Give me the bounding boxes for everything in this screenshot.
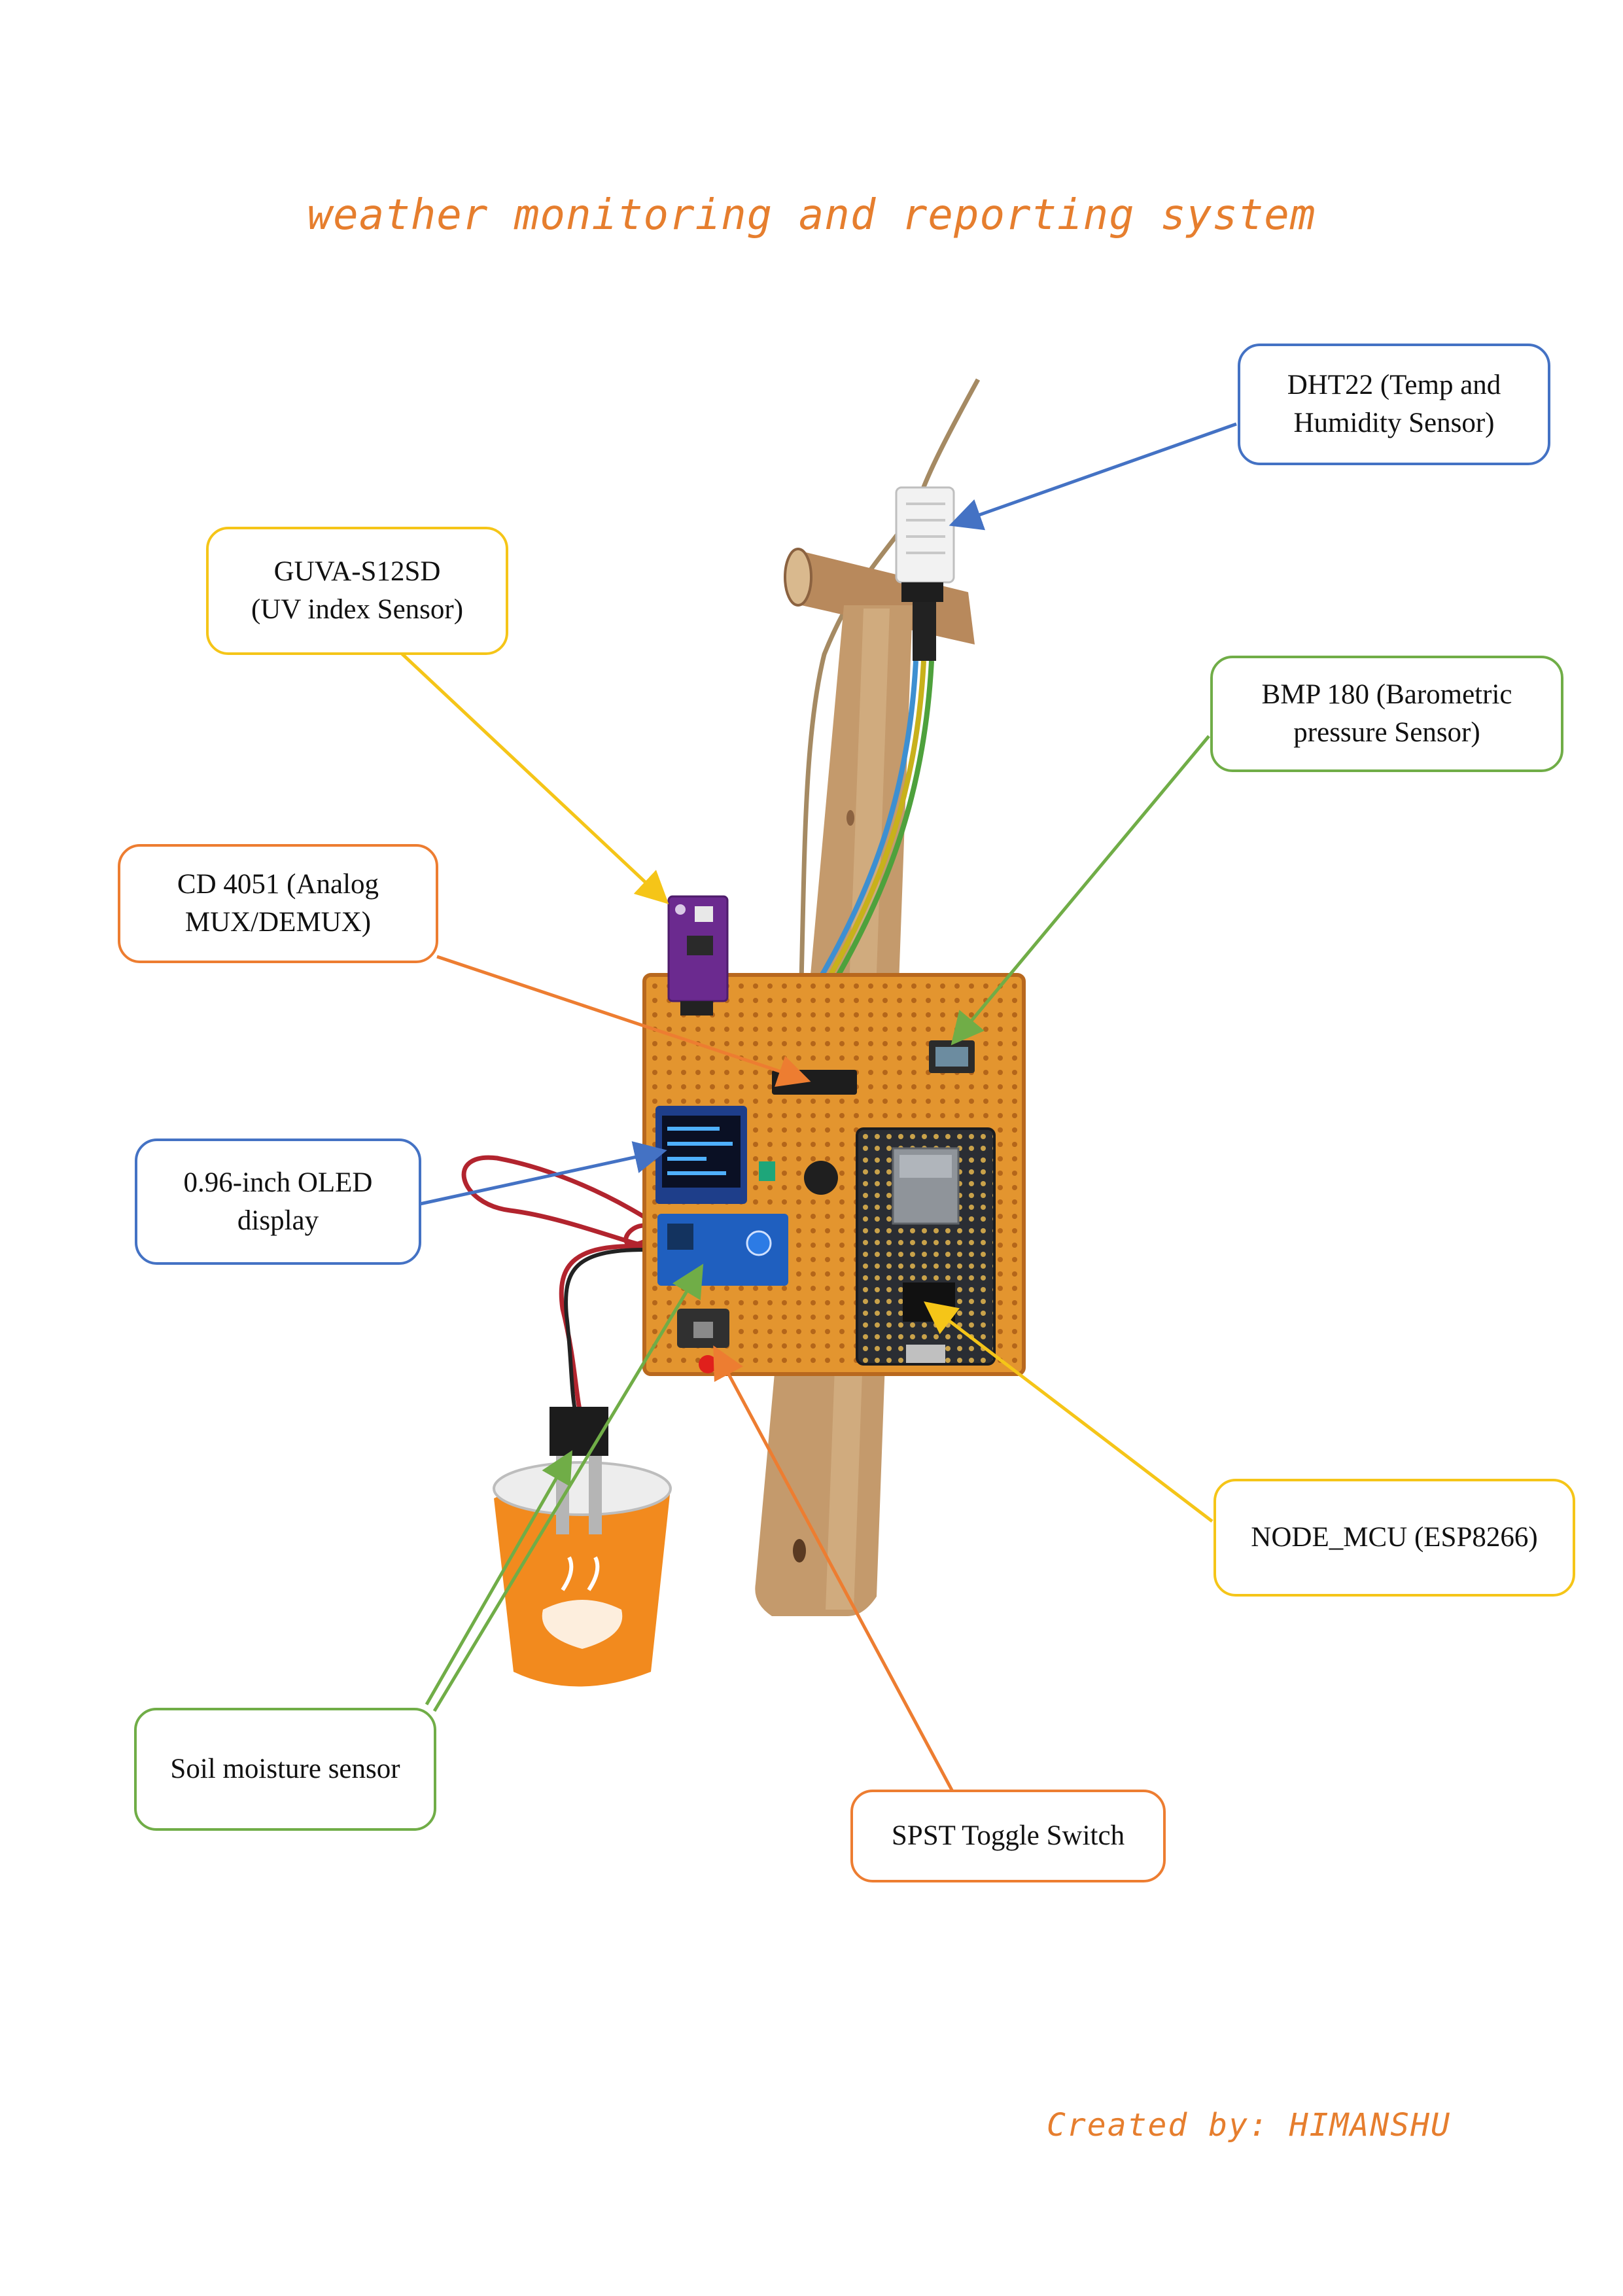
callout-bmp180: BMP 180 (Barometric pressure Sensor) (1210, 656, 1563, 772)
callout-dht22-text: DHT22 (Temp and Humidity Sensor) (1287, 370, 1501, 438)
bmp180-module (929, 1040, 975, 1073)
callout-dht22: DHT22 (Temp and Humidity Sensor) (1238, 344, 1550, 465)
green-component (759, 1161, 775, 1181)
spst-pointer (713, 1345, 957, 1797)
callout-oled-text: 0.96-inch OLED display (183, 1167, 373, 1236)
buzzer (804, 1161, 838, 1195)
nodemcu-pointer (924, 1301, 1213, 1523)
callout-spst-text: SPST Toggle Switch (891, 1820, 1125, 1851)
guva-uv-sensor (667, 895, 729, 1016)
paper-cup (493, 1461, 672, 1687)
callout-nodemcu: NODE_MCU (ESP8266) (1213, 1479, 1575, 1597)
callout-guva: GUVA-S12SD (UV index Sensor) (206, 527, 508, 655)
cd4051-pointer (436, 955, 811, 1087)
callout-bmp180-text: BMP 180 (Barometric pressure Sensor) (1261, 679, 1512, 748)
callout-cd4051: CD 4051 (Analog MUX/DEMUX) (118, 844, 438, 963)
oled-pointer (419, 1141, 667, 1206)
callout-cd4051-text: CD 4051 (Analog MUX/DEMUX) (177, 869, 379, 938)
bmp180-pointer (951, 735, 1210, 1046)
soil-sensor-module (657, 1214, 788, 1286)
soil-pointer-probe (425, 1450, 572, 1706)
dht22-sensor (895, 486, 955, 661)
spst-toggle-switch (677, 1309, 729, 1373)
callout-spst: SPST Toggle Switch (850, 1790, 1166, 1882)
sensor-wires (812, 660, 934, 990)
callout-guva-text: GUVA-S12SD (UV index Sensor) (251, 556, 464, 625)
guva-pointer (398, 650, 669, 904)
oled-display (655, 1106, 747, 1204)
credit-line: Created by: HIMANSHU (1047, 2107, 1451, 2144)
nodemcu-board (856, 1127, 996, 1366)
page-title: weather monitoring and reporting system (307, 191, 1316, 239)
callout-soil: Soil moisture sensor (134, 1708, 436, 1831)
callout-nodemcu-text: NODE_MCU (ESP8266) (1251, 1522, 1538, 1553)
soil-pointer-module (432, 1263, 704, 1712)
callout-soil-text: Soil moisture sensor (170, 1754, 400, 1784)
callout-oled: 0.96-inch OLED display (135, 1139, 421, 1265)
dht22-pointer (949, 422, 1237, 531)
